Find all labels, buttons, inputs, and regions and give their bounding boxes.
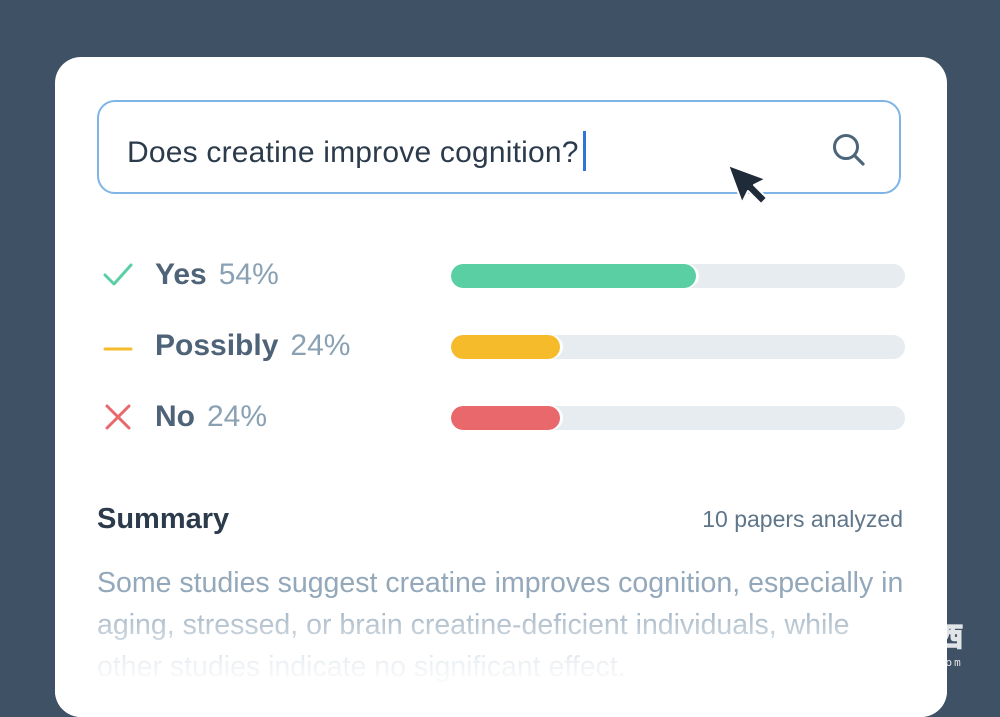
result-bar-fill xyxy=(451,335,560,359)
result-row-yes: Yes 54% xyxy=(101,254,905,294)
papers-count: 10 papers analyzed xyxy=(702,506,903,532)
result-row-no: No 24% xyxy=(101,396,905,436)
svg-text:zhidx.com: zhidx.com xyxy=(885,656,963,669)
result-label: No xyxy=(155,400,195,433)
mouse-pointer-icon xyxy=(727,164,768,205)
result-percent: 24% xyxy=(290,329,351,362)
result-percent: 24% xyxy=(207,400,268,433)
summary-heading: Summary xyxy=(97,503,230,535)
result-percent: 54% xyxy=(218,258,279,291)
results-card: Does creatine improve cognition? Yes 54% … xyxy=(55,57,947,717)
search-box[interactable]: Does creatine improve cognition? xyxy=(97,100,901,194)
text-caret xyxy=(582,131,586,171)
svg-text:智东西: 智东西 xyxy=(885,622,963,653)
watermark-logo: 智东西 zhidx.com xyxy=(884,621,964,669)
search-icon[interactable] xyxy=(829,130,869,170)
check-icon xyxy=(103,263,133,286)
search-input[interactable]: Does creatine improve cognition? xyxy=(127,131,586,171)
result-row-possibly: Possibly 24% xyxy=(101,325,905,365)
result-bar-track xyxy=(451,335,905,359)
dash-icon xyxy=(103,347,133,351)
x-icon xyxy=(105,404,131,430)
result-bar-track xyxy=(451,406,905,430)
result-bar-track xyxy=(451,264,905,288)
result-bar-fill xyxy=(451,406,560,430)
result-label: Yes xyxy=(155,258,207,291)
search-query: Does creatine improve cognition? xyxy=(127,136,579,169)
result-bar-fill xyxy=(451,264,697,288)
result-label: Possibly xyxy=(155,329,279,362)
text-fade-overlay xyxy=(55,597,947,717)
